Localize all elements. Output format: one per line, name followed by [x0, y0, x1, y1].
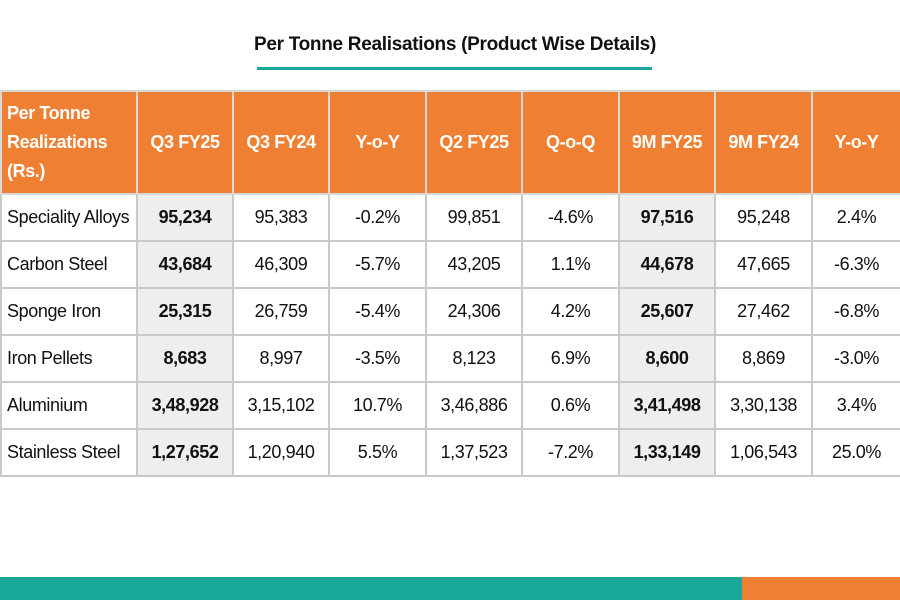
cell-yoy-quarter: -0.2%: [328, 193, 427, 242]
header-q3-fy24: Q3 FY24: [232, 90, 330, 195]
header-row-label: Per Tonne Realizations (Rs.): [0, 90, 138, 195]
table-header-row: Per Tonne Realizations (Rs.) Q3 FY25 Q3 …: [0, 90, 900, 195]
cell-yoy-9m: 25.0%: [811, 428, 900, 477]
cell-qoq: 1.1%: [521, 240, 620, 289]
product-name: Iron Pellets: [0, 334, 138, 383]
cell-9m-fy25: 97,516: [618, 193, 716, 242]
cell-yoy-9m: -6.8%: [811, 287, 900, 336]
cell-q3-fy24: 3,15,102: [232, 381, 330, 430]
product-name: Carbon Steel: [0, 240, 138, 289]
page-title: Per Tonne Realisations (Product Wise Det…: [254, 34, 656, 55]
title-underline: [257, 67, 652, 70]
header-row-label-line-3: (Rs.): [7, 161, 45, 181]
header-row-label-line-1: Per Tonne: [7, 103, 91, 123]
cell-q3-fy24: 8,997: [232, 334, 330, 383]
table-row: Aluminium 3,48,928 3,15,102 10.7% 3,46,8…: [0, 381, 900, 430]
header-q2-fy25: Q2 FY25: [425, 90, 523, 195]
cell-q2-fy25: 1,37,523: [425, 428, 523, 477]
cell-q3-fy25: 3,48,928: [136, 381, 234, 430]
table-row: Carbon Steel 43,684 46,309 -5.7% 43,205 …: [0, 240, 900, 289]
cell-9m-fy24: 47,665: [714, 240, 813, 289]
cell-q2-fy25: 8,123: [425, 334, 523, 383]
product-name: Sponge Iron: [0, 287, 138, 336]
cell-q2-fy25: 43,205: [425, 240, 523, 289]
cell-yoy-quarter: 10.7%: [328, 381, 427, 430]
cell-yoy-quarter: -5.4%: [328, 287, 427, 336]
footer-orange-band: [742, 577, 900, 600]
cell-qoq: 0.6%: [521, 381, 620, 430]
footer-teal-band: [0, 577, 742, 600]
table-row: Stainless Steel 1,27,652 1,20,940 5.5% 1…: [0, 428, 900, 477]
cell-9m-fy25: 3,41,498: [618, 381, 716, 430]
cell-qoq: 6.9%: [521, 334, 620, 383]
cell-yoy-9m: -3.0%: [811, 334, 900, 383]
cell-q2-fy25: 24,306: [425, 287, 523, 336]
product-name: Aluminium: [0, 381, 138, 430]
cell-q3-fy25: 95,234: [136, 193, 234, 242]
cell-q2-fy25: 99,851: [425, 193, 523, 242]
cell-9m-fy25: 8,600: [618, 334, 716, 383]
cell-q2-fy25: 3,46,886: [425, 381, 523, 430]
header-row-label-line-2: Realizations: [7, 132, 108, 152]
product-name: Speciality Alloys: [0, 193, 138, 242]
product-name: Stainless Steel: [0, 428, 138, 477]
header-q3-fy25: Q3 FY25: [136, 90, 234, 195]
cell-q3-fy24: 26,759: [232, 287, 330, 336]
cell-9m-fy25: 25,607: [618, 287, 716, 336]
cell-yoy-quarter: 5.5%: [328, 428, 427, 477]
cell-q3-fy25: 25,315: [136, 287, 234, 336]
header-yoy-9m: Y-o-Y: [811, 90, 900, 195]
cell-qoq: -4.6%: [521, 193, 620, 242]
header-9m-fy24: 9M FY24: [714, 90, 813, 195]
cell-yoy-9m: 2.4%: [811, 193, 900, 242]
cell-9m-fy25: 1,33,149: [618, 428, 716, 477]
header-9m-fy25: 9M FY25: [618, 90, 716, 195]
cell-yoy-quarter: -3.5%: [328, 334, 427, 383]
table-row: Iron Pellets 8,683 8,997 -3.5% 8,123 6.9…: [0, 334, 900, 383]
cell-9m-fy24: 3,30,138: [714, 381, 813, 430]
cell-9m-fy24: 8,869: [714, 334, 813, 383]
header-yoy-quarter: Y-o-Y: [328, 90, 427, 195]
table-row: Sponge Iron 25,315 26,759 -5.4% 24,306 4…: [0, 287, 900, 336]
cell-q3-fy24: 95,383: [232, 193, 330, 242]
cell-q3-fy25: 8,683: [136, 334, 234, 383]
realisations-table: Per Tonne Realizations (Rs.) Q3 FY25 Q3 …: [0, 90, 900, 477]
cell-yoy-9m: 3.4%: [811, 381, 900, 430]
cell-9m-fy25: 44,678: [618, 240, 716, 289]
cell-qoq: -7.2%: [521, 428, 620, 477]
cell-q3-fy24: 46,309: [232, 240, 330, 289]
cell-9m-fy24: 27,462: [714, 287, 813, 336]
table-row: Speciality Alloys 95,234 95,383 -0.2% 99…: [0, 193, 900, 242]
cell-yoy-9m: -6.3%: [811, 240, 900, 289]
cell-q3-fy24: 1,20,940: [232, 428, 330, 477]
cell-yoy-quarter: -5.7%: [328, 240, 427, 289]
header-qoq: Q-o-Q: [521, 90, 620, 195]
cell-9m-fy24: 95,248: [714, 193, 813, 242]
cell-9m-fy24: 1,06,543: [714, 428, 813, 477]
cell-qoq: 4.2%: [521, 287, 620, 336]
cell-q3-fy25: 43,684: [136, 240, 234, 289]
cell-q3-fy25: 1,27,652: [136, 428, 234, 477]
